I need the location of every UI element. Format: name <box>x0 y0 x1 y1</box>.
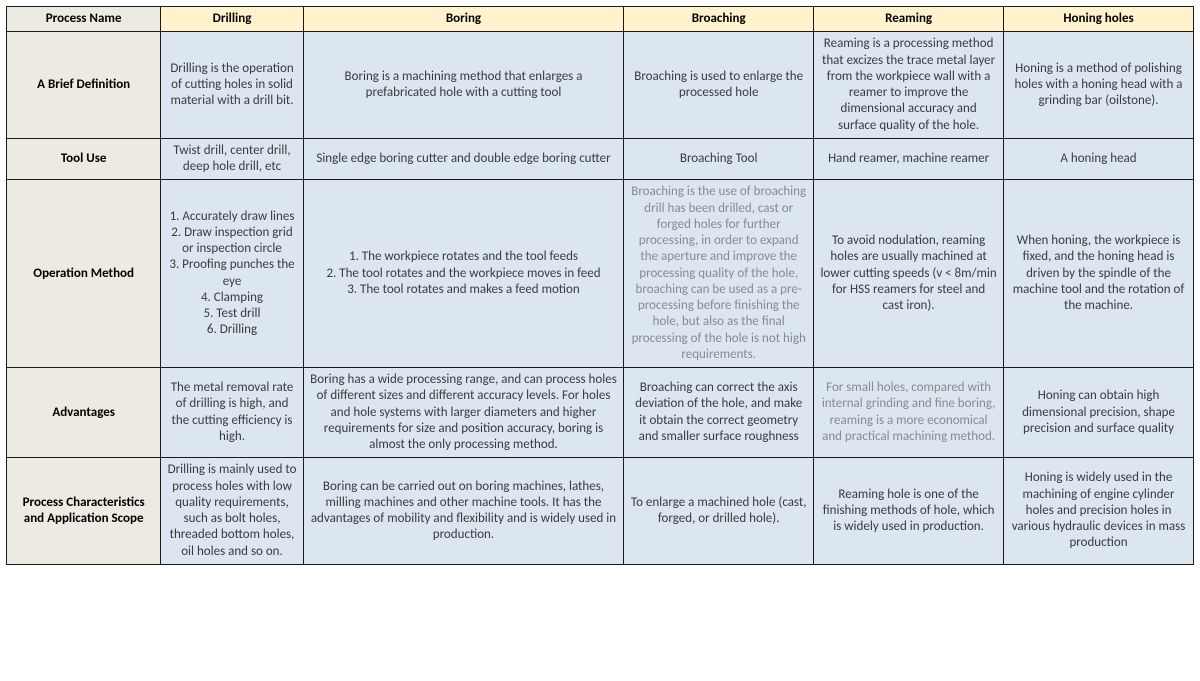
header-boring: Boring <box>303 7 624 32</box>
cell: Broaching Tool <box>624 138 814 180</box>
cell: Reaming is a processing method that exci… <box>814 32 1004 139</box>
cell: To enlarge a machined hole (cast, forged… <box>624 458 814 565</box>
row-label: Advantages <box>7 368 161 458</box>
cell: Broaching is the use of broaching drill … <box>624 180 814 368</box>
cell: When honing, the workpiece is fixed, and… <box>1004 180 1194 368</box>
cell: Drilling is the operation of cutting hol… <box>161 32 303 139</box>
header-process-name: Process Name <box>7 7 161 32</box>
cell: A honing head <box>1004 138 1194 180</box>
cell: Single edge boring cutter and double edg… <box>303 138 624 180</box>
row-label: A Brief Definition <box>7 32 161 139</box>
header-reaming: Reaming <box>814 7 1004 32</box>
row-label: Tool Use <box>7 138 161 180</box>
cell: Drilling is mainly used to process holes… <box>161 458 303 565</box>
cell: The metal removal rate of drilling is hi… <box>161 368 303 458</box>
table-row: Tool UseTwist drill, center drill, deep … <box>7 138 1194 180</box>
cell: Broaching is used to enlarge the process… <box>624 32 814 139</box>
header-honing: Honing holes <box>1004 7 1194 32</box>
row-label: Process Characteristics and Application … <box>7 458 161 565</box>
header-broaching: Broaching <box>624 7 814 32</box>
cell: Twist drill, center drill, deep hole dri… <box>161 138 303 180</box>
table-row: A Brief DefinitionDrilling is the operat… <box>7 32 1194 139</box>
cell: 1. Accurately draw lines 2. Draw inspect… <box>161 180 303 368</box>
cell: Reaming hole is one of the finishing met… <box>814 458 1004 565</box>
cell: Honing is widely used in the machining o… <box>1004 458 1194 565</box>
table-row: Process Characteristics and Application … <box>7 458 1194 565</box>
table-row: AdvantagesThe metal removal rate of dril… <box>7 368 1194 458</box>
header-drilling: Drilling <box>161 7 303 32</box>
cell: Broaching can correct the axis deviation… <box>624 368 814 458</box>
cell: Honing can obtain high dimensional preci… <box>1004 368 1194 458</box>
cell: Boring has a wide processing range, and … <box>303 368 624 458</box>
machining-comparison-table: Process Name Drilling Boring Broaching R… <box>6 6 1194 565</box>
table-header-row: Process Name Drilling Boring Broaching R… <box>7 7 1194 32</box>
table-body: A Brief DefinitionDrilling is the operat… <box>7 32 1194 565</box>
cell: To avoid nodulation, reaming holes are u… <box>814 180 1004 368</box>
row-label: Operation Method <box>7 180 161 368</box>
cell: 1. The workpiece rotates and the tool fe… <box>303 180 624 368</box>
cell: Boring is a machining method that enlarg… <box>303 32 624 139</box>
cell: For small holes, compared with internal … <box>814 368 1004 458</box>
table-row: Operation Method1. Accurately draw lines… <box>7 180 1194 368</box>
cell: Honing is a method of polishing holes wi… <box>1004 32 1194 139</box>
cell: Hand reamer, machine reamer <box>814 138 1004 180</box>
cell: Boring can be carried out on boring mach… <box>303 458 624 565</box>
